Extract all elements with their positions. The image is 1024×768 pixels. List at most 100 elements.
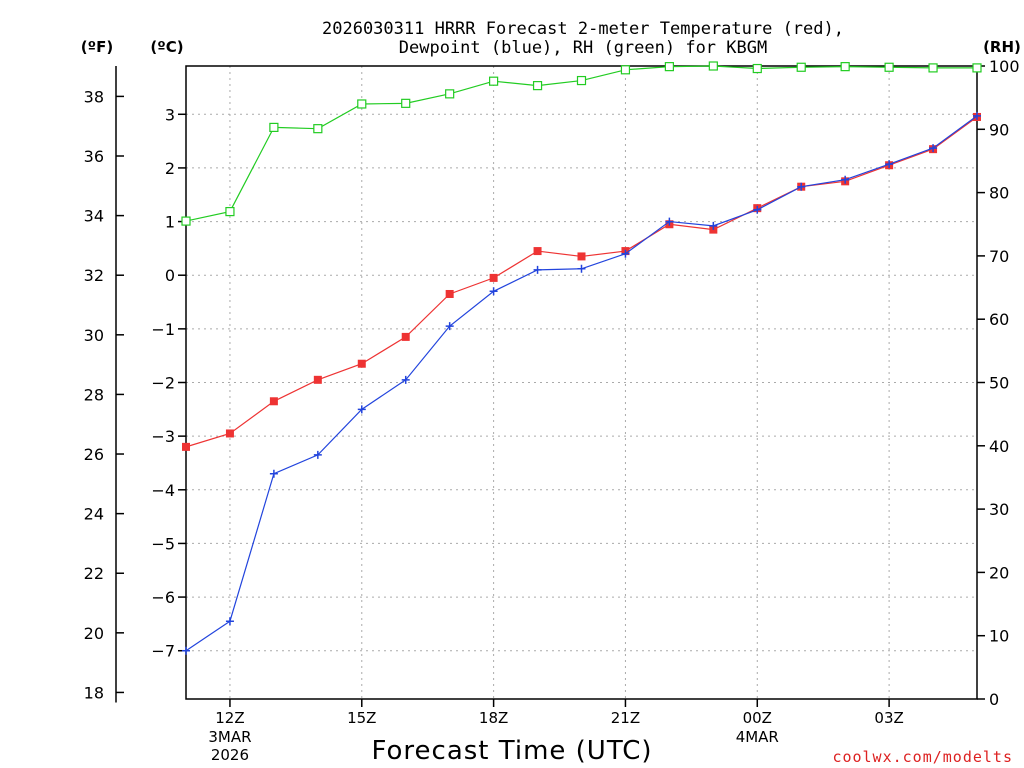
- rh-marker: [532, 81, 543, 91]
- rh-tick-label: 30: [989, 500, 1009, 519]
- rh-marker: [708, 61, 718, 71]
- dewpoint-marker: [225, 617, 234, 626]
- celsius-tick-label: 1: [165, 213, 175, 232]
- rh-marker: [357, 99, 367, 109]
- celsius-unit-label: (ºC): [150, 38, 183, 56]
- chart-title-line2: Dewpoint (blue), RH (green) for KBGM: [399, 38, 767, 58]
- celsius-tick-label: −1: [151, 320, 175, 339]
- dewpoint-marker: [182, 646, 190, 655]
- fahrenheit-tick-label: 18: [84, 683, 104, 702]
- fahrenheit-tick-label: 26: [84, 445, 104, 464]
- x-tick-label: 12Z: [215, 709, 244, 727]
- temperature-marker: [225, 429, 234, 438]
- fahrenheit-tick-label: 22: [84, 564, 104, 583]
- celsius-tick-label: −7: [151, 642, 175, 661]
- rh-marker: [840, 62, 850, 72]
- dewpoint-marker: [709, 221, 718, 230]
- x-tick-label: 18Z: [479, 709, 508, 727]
- dewpoint-marker: [797, 182, 806, 191]
- x-tick-label: 03Z: [874, 709, 903, 727]
- dewpoint-marker: [445, 322, 454, 331]
- temperature-marker: [577, 252, 586, 261]
- x-tick-label: 00Z: [743, 709, 772, 727]
- dewpoint-marker: [401, 375, 410, 384]
- fahrenheit-unit-label: (ºF): [81, 38, 113, 56]
- dewpoint-marker: [753, 205, 762, 214]
- temperature-marker: [313, 375, 322, 384]
- rh-marker: [752, 63, 762, 74]
- rh-marker: [664, 62, 674, 72]
- dewpoint-marker: [577, 264, 586, 273]
- rh-unit-label: (RH): [983, 38, 1021, 56]
- rh-tick-label: 10: [989, 627, 1009, 646]
- celsius-tick-label: −4: [151, 481, 175, 500]
- celsius-tick-label: 2: [165, 159, 175, 178]
- rh-marker: [445, 89, 455, 99]
- x-year-label: 2026: [211, 746, 249, 764]
- temperature-marker: [489, 273, 498, 282]
- dewpoint-marker: [269, 469, 278, 478]
- x-tick-label: 21Z: [611, 709, 640, 727]
- rh-tick-label: 0: [989, 690, 999, 709]
- dewpoint-marker: [533, 265, 542, 274]
- rh-marker: [225, 206, 235, 217]
- temperature-marker: [401, 332, 410, 341]
- rh-tick-label: 20: [989, 563, 1009, 582]
- rh-marker: [884, 62, 894, 72]
- fahrenheit-tick-label: 34: [84, 207, 104, 226]
- dewpoint-marker: [841, 175, 850, 184]
- celsius-tick-label: 0: [165, 266, 175, 285]
- x-date-label: 4MAR: [736, 728, 779, 746]
- celsius-tick-label: 3: [165, 105, 175, 124]
- rh-marker: [181, 216, 191, 226]
- credit-link[interactable]: coolwx.com/modelts: [832, 748, 1013, 766]
- rh-marker: [796, 62, 806, 72]
- temperature-marker: [533, 247, 542, 256]
- rh-marker: [313, 124, 323, 134]
- dewpoint-marker: [973, 111, 981, 120]
- fahrenheit-tick-label: 32: [84, 266, 104, 285]
- celsius-tick-label: −2: [151, 374, 175, 393]
- rh-tick-label: 40: [989, 437, 1009, 456]
- dewpoint-series-line: [185, 115, 978, 652]
- dewpoint-marker: [357, 405, 366, 414]
- rh-marker: [928, 63, 938, 73]
- fahrenheit-tick-label: 28: [84, 385, 104, 404]
- fahrenheit-tick-label: 36: [84, 147, 104, 166]
- temperature-marker: [445, 289, 454, 298]
- rh-marker: [489, 76, 499, 86]
- dewpoint-marker: [885, 160, 894, 169]
- fahrenheit-tick-label: 30: [84, 326, 104, 345]
- rh-tick-label: 100: [989, 57, 1020, 76]
- rh-tick-label: 90: [989, 120, 1009, 139]
- x-tick-label: 15Z: [347, 709, 376, 727]
- rh-marker: [972, 63, 982, 73]
- celsius-tick-label: −5: [151, 534, 175, 553]
- temperature-marker: [182, 442, 190, 451]
- dewpoint-marker: [665, 217, 674, 226]
- temperature-marker: [357, 359, 366, 368]
- x-date-label: 3MAR: [208, 728, 251, 746]
- rh-marker: [269, 122, 279, 133]
- celsius-tick-label: −3: [151, 427, 175, 446]
- dewpoint-marker: [313, 450, 322, 459]
- x-axis-label: Forecast Time (UTC): [371, 736, 652, 766]
- fahrenheit-tick-label: 24: [84, 505, 104, 524]
- dewpoint-marker: [489, 287, 498, 296]
- rh-tick-label: 60: [989, 310, 1009, 329]
- temperature-series-line: [185, 116, 978, 448]
- rh-tick-label: 50: [989, 374, 1009, 393]
- rh-marker: [401, 98, 411, 108]
- dewpoint-marker: [621, 249, 630, 258]
- rh-tick-label: 80: [989, 184, 1009, 203]
- rh-marker: [576, 75, 587, 86]
- fahrenheit-tick-label: 20: [84, 624, 104, 643]
- rh-series-line: [185, 65, 977, 222]
- fahrenheit-tick-label: 38: [84, 87, 104, 106]
- temperature-marker: [269, 397, 278, 406]
- chart-title-line1: 2026030311 HRRR Forecast 2-meter Tempera…: [322, 19, 844, 39]
- rh-marker: [620, 65, 631, 75]
- dewpoint-marker: [929, 144, 938, 153]
